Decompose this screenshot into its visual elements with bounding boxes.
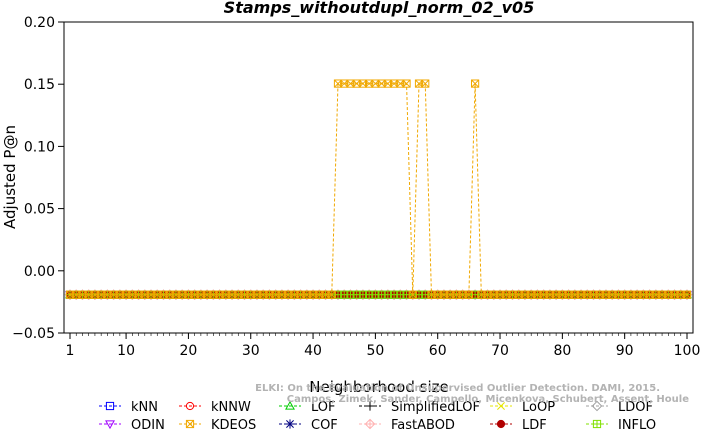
watermark-line1: ELKI: On the Evaluation of Unsupervised … <box>255 383 660 394</box>
point-KDEOS <box>682 290 692 299</box>
legend-item-COF: COF <box>279 418 338 433</box>
x-tick-label: 50 <box>366 343 384 359</box>
legend-label: LDF <box>522 418 547 433</box>
legend-marker <box>364 418 376 430</box>
y-axis-label: Adjusted P@n <box>1 125 19 229</box>
legend-label: FastABOD <box>391 418 455 433</box>
y-tick-label: 0.10 <box>24 139 55 155</box>
plot-frame <box>63 21 694 334</box>
watermark-line2: Campos, Zimek, Sander, Campello, Micenko… <box>287 394 689 405</box>
y-tick-label: −0.05 <box>12 326 55 342</box>
x-tick-label: 20 <box>180 343 198 359</box>
point-KDEOS <box>421 79 430 88</box>
legend-label: kNNW <box>211 400 251 415</box>
legend-marker <box>185 419 195 429</box>
point-KDEOS <box>464 290 473 299</box>
legend-marker <box>497 402 505 410</box>
legend-marker <box>105 420 115 430</box>
legend-marker <box>105 401 115 411</box>
series-KDEOS <box>65 79 692 299</box>
legend-label: KDEOS <box>211 418 256 433</box>
legend-marker <box>592 419 602 429</box>
series-line-KDEOS <box>70 83 687 296</box>
legend-label: LOF <box>311 400 336 415</box>
legend-item-kNNW: kNNW <box>179 400 251 415</box>
x-tick-label: 10 <box>117 343 135 359</box>
legend-item-LDOF: LDOF <box>586 400 653 415</box>
legend-item-KDEOS: KDEOS <box>179 418 256 433</box>
legend-item-LoOP: LoOP <box>490 400 555 415</box>
legend-label: INFLO <box>618 418 656 433</box>
legend-marker <box>365 401 375 411</box>
legend-marker <box>185 401 195 411</box>
y-tick-label: 0.15 <box>24 77 55 93</box>
legend-label: LoOP <box>522 400 555 415</box>
legend-label: COF <box>311 418 338 433</box>
x-tick-label: 60 <box>429 343 447 359</box>
x-tick-label: 1 <box>66 343 75 359</box>
legend-item-LOF: LOF <box>279 400 336 415</box>
y-tick-label: 0.05 <box>24 202 55 218</box>
x-tick-label: 100 <box>674 343 701 359</box>
x-tick-label: 30 <box>242 343 260 359</box>
point-KDEOS <box>402 79 411 88</box>
legend-label: SimplifiedLOF <box>391 400 480 415</box>
x-axis-label: Neighborhood size <box>309 378 448 396</box>
point-KDEOS <box>408 290 417 299</box>
legend-label: ODIN <box>131 418 165 433</box>
legend: kNN kNNW LOF SimplifiedLOF LoOP LDOF ODIN KDEOS… <box>99 400 656 433</box>
legend-marker <box>591 400 603 412</box>
legend-marker <box>496 419 506 429</box>
legend-item-kNN: kNN <box>99 400 158 415</box>
y-tick-label: 0.00 <box>24 264 55 280</box>
legend-item-ODIN: ODIN <box>99 418 165 433</box>
x-tick-label: 70 <box>491 343 509 359</box>
legend-label: kNN <box>131 400 158 415</box>
y-tick-label: 0.20 <box>24 15 55 31</box>
legend-marker <box>285 419 295 429</box>
x-tick-label: 40 <box>304 343 322 359</box>
legend-item-FastABOD: FastABOD <box>359 418 455 433</box>
point-KDEOS <box>327 290 336 299</box>
legend-marker <box>285 400 295 410</box>
x-tick-label: 80 <box>553 343 571 359</box>
legend-item-SimplifiedLOF: SimplifiedLOF <box>359 400 480 415</box>
legend-label: LDOF <box>618 400 653 415</box>
point-KDEOS <box>471 79 480 88</box>
legend-item-LDF: LDF <box>490 418 547 433</box>
chart-title: Stamps_withoutdupl_norm_02_v05 <box>224 0 535 17</box>
plot-area: −0.05 0.00 0.05 0.10 0.15 0.20 1 10 20 30 40 50 60 70… <box>12 15 700 359</box>
x-tick-label: 90 <box>616 343 634 359</box>
legend-item-INFLO: INFLO <box>586 418 656 433</box>
